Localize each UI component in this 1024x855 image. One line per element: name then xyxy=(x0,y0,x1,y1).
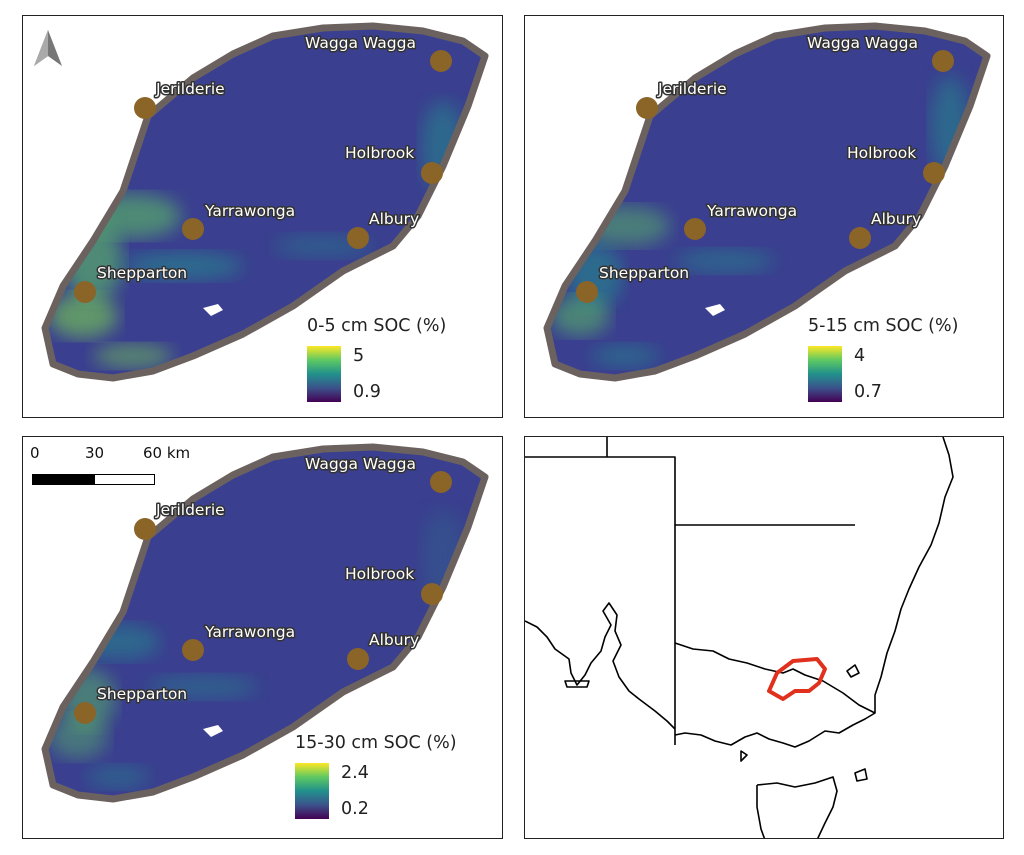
scale-label-30: 30 xyxy=(85,444,105,462)
study-area-outline xyxy=(767,657,827,701)
scale-segment-dark xyxy=(32,474,94,485)
legend-colorbar xyxy=(307,346,341,402)
town-label-holbrook: Holbrook xyxy=(847,144,916,162)
legend-max: 5 xyxy=(353,346,365,366)
legend-max: 4 xyxy=(854,346,866,366)
town-marker-jerilderie xyxy=(134,97,156,119)
town-marker-yarrawonga xyxy=(182,639,204,661)
soc-high-area xyxy=(123,252,243,280)
town-label-wagga-wagga: Wagga Wagga xyxy=(807,34,918,52)
town-label-shepparton: Shepparton xyxy=(97,264,187,282)
kangaroo-island xyxy=(564,680,590,688)
legend-min: 0.7 xyxy=(854,382,882,402)
soc-high-area xyxy=(550,296,610,336)
town-label-wagga-wagga: Wagga Wagga xyxy=(305,34,416,52)
north-arrow-icon xyxy=(34,30,62,66)
legend-colorbar xyxy=(808,346,842,402)
state-border-nt-qld xyxy=(525,456,855,526)
scale-label-60: 60 km xyxy=(143,444,191,462)
water-body xyxy=(203,725,223,737)
town-marker-holbrook xyxy=(421,583,443,605)
soc-high-area xyxy=(86,765,150,789)
town-label-holbrook: Holbrook xyxy=(345,565,414,583)
town-marker-shepparton xyxy=(74,702,96,724)
water-body xyxy=(203,304,223,316)
soc-high-area xyxy=(76,624,160,660)
soc-high-area xyxy=(48,715,108,759)
small-island xyxy=(846,664,860,678)
soc-high-area xyxy=(148,675,258,699)
nsw-vic-border xyxy=(674,642,876,714)
town-marker-shepparton xyxy=(74,281,96,303)
scale-label-0: 0 xyxy=(30,444,40,462)
town-label-shepparton: Shepparton xyxy=(97,685,187,703)
town-marker-holbrook xyxy=(421,162,443,184)
bass-strait-islands xyxy=(740,750,868,782)
sa-coast xyxy=(525,602,676,730)
soc-high-area xyxy=(93,344,173,368)
map-panel-0-5cm: Wagga Wagga Jerilderie Holbrook Yarrawonga A… xyxy=(22,15,503,418)
legend-title: 0-5 cm SOC (%) xyxy=(307,316,447,336)
legend-max: 2.4 xyxy=(341,763,369,783)
town-marker-holbrook xyxy=(923,162,945,184)
east-coast xyxy=(674,437,954,748)
town-label-yarrawonga: Yarrawonga xyxy=(706,202,797,220)
town-marker-wagga-wagga xyxy=(430,471,452,493)
town-label-shepparton: Shepparton xyxy=(599,264,689,282)
legend-colorbar xyxy=(295,763,329,819)
locator-map-panel xyxy=(524,436,1004,839)
town-label-wagga-wagga: Wagga Wagga xyxy=(305,455,416,473)
town-label-jerilderie: Jerilderie xyxy=(155,80,225,98)
map-panel-15-30cm: Wagga Wagga Jerilderie Holbrook Yarrawonga A… xyxy=(22,436,503,839)
legend-title: 5-15 cm SOC (%) xyxy=(808,316,959,336)
town-marker-jerilderie xyxy=(636,97,658,119)
map-panel-5-15cm: Wagga Wagga Jerilderie Holbrook Yarrawonga A… xyxy=(524,15,1004,418)
soc-texture xyxy=(48,101,465,368)
town-label-albury: Albury xyxy=(369,631,419,649)
town-label-yarrawonga: Yarrawonga xyxy=(204,623,295,641)
town-label-jerilderie: Jerilderie xyxy=(657,80,727,98)
town-marker-jerilderie xyxy=(134,518,156,540)
legend-min: 0.2 xyxy=(341,799,369,819)
soc-map: Wagga Wagga Jerilderie Holbrook Yarrawonga A… xyxy=(543,22,991,382)
soc-map: Wagga Wagga Jerilderie Holbrook Yarrawonga A… xyxy=(41,443,489,803)
town-marker-albury xyxy=(347,227,369,249)
town-label-albury: Albury xyxy=(369,210,419,228)
town-label-yarrawonga: Yarrawonga xyxy=(204,202,295,220)
town-marker-yarrawonga xyxy=(684,218,706,240)
town-label-jerilderie: Jerilderie xyxy=(155,501,225,519)
town-marker-shepparton xyxy=(576,281,598,303)
soc-high-area xyxy=(675,249,775,273)
soc-high-area xyxy=(48,294,118,338)
scale-segment-light xyxy=(94,474,155,485)
town-marker-wagga-wagga xyxy=(932,50,954,72)
town-marker-wagga-wagga xyxy=(430,50,452,72)
legend-title: 15-30 cm SOC (%) xyxy=(295,733,457,753)
legend-min: 0.9 xyxy=(353,382,381,402)
town-marker-yarrawonga xyxy=(182,218,204,240)
town-marker-albury xyxy=(347,648,369,670)
tasmania xyxy=(756,776,838,838)
soc-high-area xyxy=(590,344,660,368)
locator-map xyxy=(525,437,954,838)
town-marker-albury xyxy=(849,227,871,249)
town-label-albury: Albury xyxy=(871,210,921,228)
town-label-holbrook: Holbrook xyxy=(345,144,414,162)
water-body xyxy=(705,304,725,316)
soc-map: Wagga Wagga Jerilderie Holbrook Yarrawonga A… xyxy=(41,22,489,382)
